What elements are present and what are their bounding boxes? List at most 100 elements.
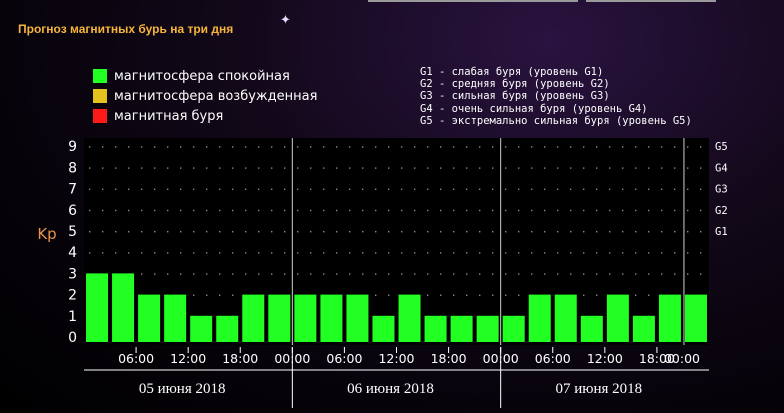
y-axis-label: Kp (37, 225, 56, 243)
grid-dot (232, 209, 234, 212)
grid-dot (466, 188, 468, 190)
grid-dot (310, 209, 312, 212)
grid-dot (219, 188, 221, 190)
grid-dot (440, 146, 442, 148)
legend-item-calm: магнитосфера спокойная (93, 66, 317, 86)
grid-dot (206, 209, 208, 212)
grid-dot (440, 209, 442, 212)
grid-dot (362, 209, 364, 212)
grid-dot (635, 231, 637, 233)
grid-dot (336, 209, 338, 212)
grid-dot (193, 252, 195, 254)
grid-dot (466, 146, 468, 148)
grid-dot (375, 167, 377, 169)
x-time-label: 12:00 (378, 351, 414, 366)
kp-bar (190, 315, 213, 342)
kp-bar (398, 294, 421, 342)
grid-dot (375, 294, 377, 296)
grid-dot (570, 252, 572, 254)
grid-dot (89, 231, 91, 233)
grid-dot (154, 188, 156, 190)
grid-dot (427, 273, 429, 275)
grid-dot (609, 146, 611, 148)
grid-dot (661, 188, 663, 190)
grid-dot (635, 252, 637, 254)
x-time-label: 12:00 (170, 351, 206, 366)
y-tick-label: 2 (68, 288, 77, 304)
grid-dot (674, 188, 676, 190)
grid-dot (466, 167, 468, 169)
grid-dot (635, 188, 637, 190)
kp-bar (164, 294, 187, 342)
grid-dot (544, 273, 546, 275)
grid-dot (609, 167, 611, 169)
grid-dot (349, 167, 351, 169)
x-day-label: 07 июня 2018 (555, 381, 642, 397)
grid-dot (453, 231, 455, 233)
grid-dot (128, 209, 130, 212)
grid-dot (687, 167, 689, 169)
grid-dot (167, 252, 169, 254)
grid-dot (245, 273, 247, 275)
grid-dot (401, 231, 403, 233)
kp-bar (242, 294, 265, 342)
grid-dot (479, 146, 481, 148)
grid-dot (414, 273, 416, 275)
kp-bar (424, 315, 447, 342)
grid-dot (375, 252, 377, 254)
grid-dot (388, 209, 390, 212)
grid-dot (89, 167, 91, 169)
grid-dot (284, 252, 286, 254)
grid-dot (310, 231, 312, 233)
grid-dot (245, 209, 247, 212)
kp-legend: магнитосфера спокойная магнитосфера возб… (93, 66, 317, 126)
grid-dot (258, 146, 260, 148)
grid-dot (479, 231, 481, 233)
grid-dot (661, 231, 663, 233)
g-scale-legend: G1 - слабая буря (уровень G1) G2 - средн… (420, 66, 692, 127)
grid-dot (245, 231, 247, 233)
grid-dot (375, 231, 377, 233)
grid-dot (700, 273, 702, 275)
g-legend-g3: G3 - сильная буря (уровень G3) (420, 90, 610, 103)
grid-dot (518, 294, 520, 296)
grid-dot (219, 294, 221, 296)
grid-dot (648, 146, 650, 148)
grid-dot (557, 167, 559, 169)
grid-dot (245, 167, 247, 169)
grid-dot (570, 231, 572, 233)
grid-dot (141, 209, 143, 212)
grid-dot (219, 252, 221, 254)
grid-dot (193, 273, 195, 275)
grid-dot (297, 252, 299, 254)
grid-dot (492, 188, 494, 190)
grid-dot (375, 146, 377, 148)
y-tick-label: 1 (68, 309, 77, 325)
grid-dot (206, 231, 208, 233)
grid-dot (557, 146, 559, 148)
grid-dot (401, 273, 403, 275)
grid-dot (219, 146, 221, 148)
grid-dot (310, 146, 312, 148)
legend-label-storm: магнитная буря (114, 108, 224, 124)
grid-dot (349, 252, 351, 254)
grid-dot (700, 188, 702, 190)
g-legend-g5: G5 - экстремально сильная буря (уровень … (420, 114, 692, 127)
grid-dot (206, 146, 208, 148)
grid-dot (388, 146, 390, 148)
legend-item-excited: магнитосфера возбужденная (93, 86, 317, 106)
grid-dot (245, 188, 247, 190)
grid-dot (297, 167, 299, 169)
grid-dot (336, 273, 338, 275)
grid-dot (596, 167, 598, 169)
kp-bar (502, 315, 525, 342)
grid-dot (570, 209, 572, 212)
grid-dot (440, 273, 442, 275)
grid-dot (154, 231, 156, 233)
grid-dot (687, 231, 689, 233)
grid-dot (622, 252, 624, 254)
grid-dot (180, 188, 182, 190)
grid-dot (492, 209, 494, 212)
grid-dot (128, 231, 130, 233)
